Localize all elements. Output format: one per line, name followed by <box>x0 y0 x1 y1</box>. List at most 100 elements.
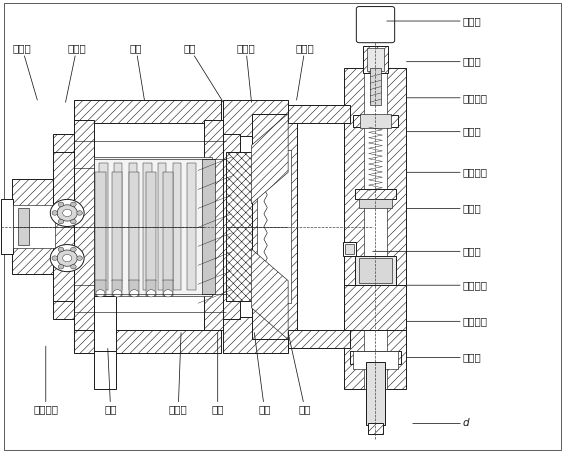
Bar <box>288 105 350 123</box>
Bar <box>345 68 406 389</box>
Bar <box>360 114 391 128</box>
Bar <box>95 280 106 297</box>
Bar <box>74 330 220 353</box>
Bar <box>366 362 385 425</box>
Bar <box>112 172 123 281</box>
Text: 调节螺杆: 调节螺杆 <box>406 93 488 103</box>
Bar <box>257 150 291 303</box>
Bar <box>288 330 350 348</box>
Circle shape <box>58 202 64 207</box>
Circle shape <box>58 265 64 269</box>
FancyBboxPatch shape <box>357 6 395 43</box>
Bar <box>158 163 167 290</box>
Circle shape <box>77 211 82 215</box>
Polygon shape <box>251 114 288 204</box>
Bar <box>99 163 108 290</box>
Bar <box>226 152 251 301</box>
Bar <box>371 9 380 32</box>
Circle shape <box>58 219 64 224</box>
Circle shape <box>130 290 139 297</box>
Text: 变量活塞: 变量活塞 <box>406 280 488 290</box>
Circle shape <box>96 290 105 297</box>
Text: 缸体: 缸体 <box>211 333 224 414</box>
Text: 刻度盘: 刻度盘 <box>373 246 481 256</box>
Bar <box>360 10 391 41</box>
Bar <box>355 189 397 199</box>
Text: 滑靶: 滑靶 <box>288 333 311 414</box>
Text: 泵壳: 泵壳 <box>183 43 223 102</box>
Circle shape <box>57 205 77 221</box>
Bar <box>18 207 29 246</box>
Circle shape <box>52 256 58 260</box>
Text: 变量壳体: 变量壳体 <box>406 316 488 326</box>
Circle shape <box>50 245 84 272</box>
Bar <box>223 134 240 319</box>
Text: 回程盘: 回程盘 <box>237 43 255 102</box>
Circle shape <box>58 247 64 252</box>
Text: 法兰盘: 法兰盘 <box>66 43 86 102</box>
Bar <box>223 317 288 353</box>
Bar <box>146 172 157 281</box>
Text: 弹簧座: 弹簧座 <box>406 203 481 213</box>
Text: 骨架油封: 骨架油封 <box>33 346 58 414</box>
Circle shape <box>52 211 58 215</box>
Bar <box>129 280 140 297</box>
Bar <box>344 242 356 256</box>
Bar <box>353 351 398 369</box>
Bar <box>53 134 74 152</box>
Bar <box>203 120 226 330</box>
Bar <box>370 68 381 105</box>
Bar <box>355 256 397 285</box>
Bar <box>271 134 288 319</box>
Bar <box>13 205 55 248</box>
Bar <box>95 172 106 281</box>
Bar <box>345 244 354 255</box>
Text: 出口: 出口 <box>105 348 117 414</box>
Bar <box>223 100 288 136</box>
Circle shape <box>113 290 122 297</box>
Bar <box>129 163 137 290</box>
Circle shape <box>57 250 77 266</box>
Circle shape <box>147 290 156 297</box>
Bar <box>53 301 74 319</box>
Circle shape <box>71 265 76 269</box>
Bar <box>363 46 388 73</box>
Bar <box>368 423 383 434</box>
Bar <box>367 48 384 71</box>
Circle shape <box>63 255 72 262</box>
Text: 变量头: 变量头 <box>295 43 314 100</box>
Bar <box>345 285 406 330</box>
Bar <box>1 199 13 254</box>
Bar <box>94 297 116 353</box>
Text: 下法兰: 下法兰 <box>406 352 481 362</box>
Text: 调节弹簧: 调节弹簧 <box>406 167 488 177</box>
Bar <box>163 172 173 281</box>
Bar <box>13 206 19 247</box>
Text: 柱塞: 柱塞 <box>254 333 271 414</box>
Bar <box>129 172 140 281</box>
Bar <box>359 198 393 208</box>
Bar <box>74 100 220 123</box>
Bar <box>146 280 157 297</box>
Bar <box>364 68 387 389</box>
Bar <box>12 179 53 274</box>
Bar <box>94 156 212 297</box>
Text: 配油盘: 配油盘 <box>169 333 188 414</box>
Polygon shape <box>251 249 288 339</box>
Text: d: d <box>463 418 470 428</box>
Bar <box>350 351 401 364</box>
Bar <box>94 351 116 389</box>
Text: 泵体: 泵体 <box>130 43 145 100</box>
Text: 传动轴: 传动轴 <box>13 43 37 100</box>
Bar <box>112 280 123 297</box>
Bar <box>202 159 215 294</box>
Bar <box>172 163 181 290</box>
Circle shape <box>71 202 76 207</box>
Circle shape <box>164 290 172 297</box>
Text: 上法兰: 上法兰 <box>406 127 481 137</box>
Bar <box>187 163 195 290</box>
Circle shape <box>71 219 76 224</box>
Bar <box>114 163 123 290</box>
Bar <box>74 120 94 330</box>
Bar <box>251 114 297 339</box>
